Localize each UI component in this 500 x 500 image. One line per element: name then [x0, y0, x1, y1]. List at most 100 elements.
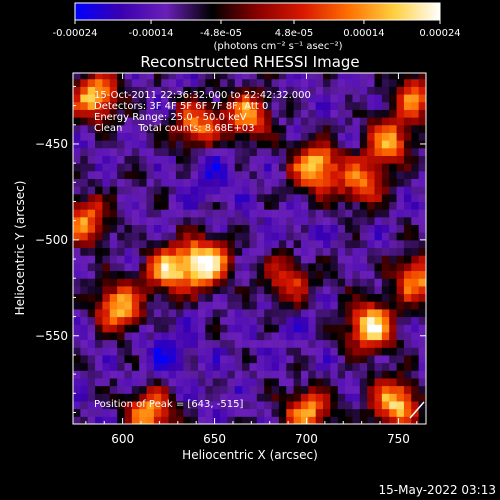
heatmap-cell	[212, 86, 221, 95]
heatmap-cell	[256, 293, 265, 302]
heatmap-cell	[323, 278, 331, 287]
heatmap-cell	[168, 170, 177, 179]
heatmap-cell	[87, 270, 96, 279]
heatmap-cell	[411, 262, 420, 272]
heatmap-cell	[403, 73, 412, 80]
heatmap-cell	[220, 362, 228, 371]
heatmap-cell	[131, 285, 140, 295]
heatmap-cell	[352, 178, 361, 187]
heatmap-cell	[117, 140, 125, 149]
heatmap-cell	[359, 385, 368, 394]
heatmap-cell	[190, 109, 199, 118]
heatmap-cell	[352, 316, 361, 325]
heatmap-cell	[227, 178, 236, 187]
heatmap-cell	[323, 239, 331, 249]
heatmap-cell	[300, 301, 309, 310]
heatmap-cell	[308, 140, 317, 149]
heatmap-cell	[161, 193, 170, 203]
heatmap-cell	[139, 255, 148, 264]
heatmap-cell	[205, 209, 214, 218]
heatmap-cell	[227, 147, 236, 156]
heatmap-cell	[109, 285, 118, 295]
heatmap-cell	[352, 124, 361, 133]
heatmap-cell	[234, 232, 243, 241]
heatmap-cell	[168, 117, 177, 126]
heatmap-cell	[190, 270, 199, 279]
heatmap-cell	[345, 377, 353, 387]
heatmap-cell	[161, 94, 170, 103]
heatmap-cell	[212, 393, 221, 402]
heatmap-cell	[381, 262, 390, 272]
heatmap-cell	[205, 124, 214, 133]
heatmap-cell	[381, 270, 390, 279]
heatmap-cell	[227, 278, 236, 287]
heatmap-cell	[227, 101, 236, 110]
heatmap-cell	[234, 324, 243, 333]
heatmap-cell	[403, 232, 412, 241]
heatmap-cell	[242, 377, 250, 387]
heatmap-cell	[286, 400, 295, 410]
heatmap-cell	[286, 232, 295, 241]
heatmap-cell	[293, 262, 302, 272]
heatmap-cell	[73, 224, 81, 233]
heatmap-cell	[220, 385, 228, 394]
heatmap-cell	[315, 86, 324, 95]
heatmap-cell	[234, 262, 243, 272]
heatmap-cell	[315, 178, 324, 187]
heatmap-cell	[153, 147, 162, 156]
heatmap-cell	[212, 193, 221, 203]
heatmap-cell	[323, 370, 331, 379]
heatmap-cell	[146, 347, 155, 356]
heatmap-cell	[87, 324, 96, 333]
heatmap-cell	[146, 370, 155, 379]
heatmap-cell	[205, 301, 214, 310]
heatmap-cell	[293, 132, 302, 141]
heatmap-cell	[87, 186, 96, 195]
heatmap-cell	[212, 170, 221, 179]
heatmap-cell	[300, 117, 309, 126]
heatmap-cell	[109, 73, 118, 80]
heatmap-cell	[256, 347, 265, 356]
heatmap-cell	[374, 377, 383, 387]
heatmap-cell	[381, 232, 390, 241]
heatmap-cell	[337, 216, 346, 226]
heatmap-cell	[212, 239, 221, 249]
heatmap-cell	[161, 408, 170, 417]
heatmap-cell	[264, 101, 273, 110]
heatmap-cell	[131, 385, 140, 394]
heatmap-cell	[205, 262, 214, 272]
heatmap-cell	[117, 339, 125, 348]
heatmap-cell	[389, 347, 398, 356]
heatmap-cell	[146, 385, 155, 394]
heatmap-cell	[352, 270, 361, 279]
heatmap-cell	[168, 293, 177, 302]
heatmap-cell	[389, 216, 398, 226]
heatmap-cell	[109, 94, 118, 103]
heatmap-cell	[168, 247, 177, 256]
heatmap-cell	[352, 255, 361, 264]
heatmap-cell	[411, 140, 420, 149]
heatmap-cell	[80, 147, 89, 156]
heatmap-cell	[396, 209, 405, 218]
heatmap-cell	[278, 216, 287, 226]
heatmap-cell	[124, 385, 133, 394]
heatmap-cell	[242, 73, 250, 80]
heatmap-cell	[102, 186, 111, 195]
heatmap-cell	[139, 339, 148, 348]
heatmap-cell	[293, 201, 302, 210]
heatmap-cell	[308, 416, 317, 424]
heatmap-cell	[73, 147, 81, 156]
heatmap-cell	[315, 132, 324, 141]
heatmap-cell	[418, 262, 426, 272]
heatmap-cell	[256, 331, 265, 341]
heatmap-cell	[227, 216, 236, 226]
heatmap-cell	[117, 293, 125, 302]
colorbar	[74, 2, 441, 21]
heatmap-cell	[212, 224, 221, 233]
heatmap-cell	[124, 155, 133, 164]
heatmap-cell	[168, 400, 177, 410]
heatmap-cell	[352, 147, 361, 156]
heatmap-cell	[168, 385, 177, 394]
y-tick-label: −550	[35, 329, 68, 343]
heatmap-cell	[139, 140, 148, 149]
